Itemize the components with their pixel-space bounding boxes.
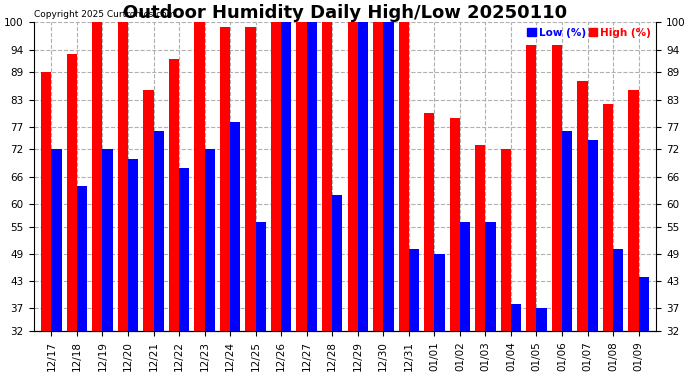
Bar — [67, 54, 77, 331]
Bar — [475, 145, 486, 331]
Bar — [486, 222, 495, 331]
Bar — [118, 22, 128, 331]
Legend: Low (%), High (%): Low (%), High (%) — [523, 23, 656, 42]
Title: Outdoor Humidity Daily High/Low 20250110: Outdoor Humidity Daily High/Low 20250110 — [123, 4, 567, 22]
Bar — [629, 90, 639, 331]
Bar — [153, 131, 164, 331]
Bar — [501, 150, 511, 331]
Bar — [639, 277, 649, 331]
Bar — [246, 27, 255, 331]
Bar — [92, 22, 102, 331]
Bar — [102, 150, 112, 331]
Bar — [195, 22, 204, 331]
Bar — [613, 249, 623, 331]
Text: Copyright 2025 Curtronics.com: Copyright 2025 Curtronics.com — [34, 10, 175, 19]
Bar — [271, 22, 281, 331]
Bar — [552, 45, 562, 331]
Bar — [424, 113, 435, 331]
Bar — [255, 222, 266, 331]
Bar — [537, 308, 546, 331]
Bar — [332, 195, 342, 331]
Bar — [322, 22, 332, 331]
Bar — [578, 81, 588, 331]
Bar — [511, 304, 521, 331]
Bar — [306, 22, 317, 331]
Bar — [204, 150, 215, 331]
Bar — [588, 140, 598, 331]
Bar — [77, 186, 87, 331]
Bar — [179, 168, 189, 331]
Bar — [358, 22, 368, 331]
Bar — [384, 22, 393, 331]
Bar — [603, 104, 613, 331]
Bar — [399, 22, 409, 331]
Bar — [409, 249, 419, 331]
Bar — [297, 22, 306, 331]
Bar — [41, 72, 51, 331]
Bar — [281, 22, 291, 331]
Bar — [144, 90, 153, 331]
Bar — [169, 58, 179, 331]
Bar — [460, 222, 470, 331]
Bar — [51, 150, 61, 331]
Bar — [348, 22, 358, 331]
Bar — [435, 254, 444, 331]
Bar — [128, 159, 138, 331]
Bar — [526, 45, 537, 331]
Bar — [373, 22, 384, 331]
Bar — [230, 122, 240, 331]
Bar — [562, 131, 572, 331]
Bar — [450, 118, 460, 331]
Bar — [220, 27, 230, 331]
